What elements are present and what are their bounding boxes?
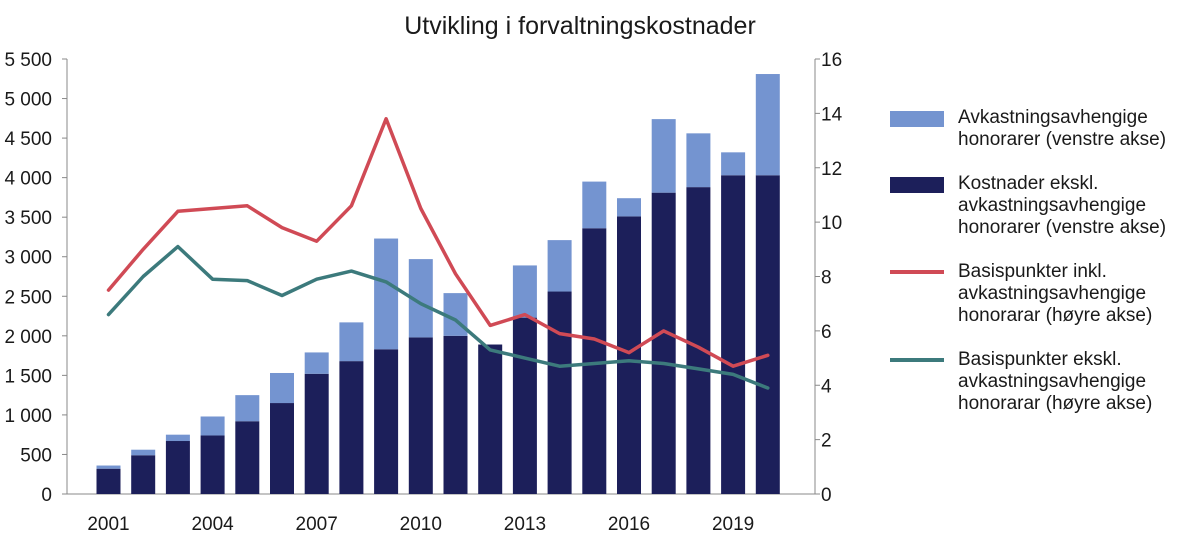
bar-perf-fees (582, 181, 607, 229)
bar-costs-excl (374, 349, 399, 494)
legend-swatch-perf-fees (890, 111, 944, 127)
left-tick-label: 5 500 (4, 50, 52, 71)
bar-perf-fees (617, 198, 641, 217)
bar-costs-excl (686, 187, 711, 495)
legend-label-costs-excl: Kostnader ekskl. avkastningsavhengige ho… (958, 173, 1167, 238)
chart-title: Utvikling i forvaltningskostnader (404, 12, 756, 40)
bar-perf-fees (547, 240, 572, 292)
x-tick-label: 2013 (504, 514, 546, 535)
left-tick-label: 0 (41, 485, 52, 506)
legend-item-perf-fees: Avkastningsavhengige honorarer (venstre … (890, 107, 1200, 151)
bar-perf-fees (270, 372, 294, 404)
left-tick-label: 2 500 (4, 287, 52, 308)
bar-perf-fees (512, 265, 537, 318)
bar-costs-excl (235, 421, 260, 494)
right-tick-label: 0 (821, 485, 832, 506)
bar-costs-excl (270, 403, 294, 494)
right-tick-label: 2 (821, 431, 832, 452)
bar-perf-fees (721, 152, 746, 176)
legend-label-bp-excl: Basispunkter ekskl. avkastningsavhengige… (958, 349, 1153, 414)
bar-perf-fees (374, 238, 399, 350)
bar-perf-fees (200, 416, 225, 436)
bar-costs-excl (651, 192, 676, 494)
bar-costs-excl (304, 373, 329, 494)
left-tick-label: 5 000 (4, 90, 52, 111)
left-tick-label: 4 500 (4, 129, 52, 150)
x-tick-label: 2010 (400, 514, 442, 535)
left-tick-label: 1 000 (4, 406, 52, 427)
bar-costs-excl (617, 216, 641, 494)
x-tick-label: 2007 (296, 514, 338, 535)
right-tick-label: 10 (821, 213, 842, 234)
bar-perf-fees (165, 434, 190, 442)
bar-perf-fees (235, 395, 260, 422)
legend-label-perf-fees: Avkastningsavhengige honorarer (venstre … (958, 107, 1167, 150)
bar-perf-fees (651, 119, 676, 193)
right-tick-label: 12 (821, 159, 842, 180)
legend-swatch-costs-excl (890, 177, 944, 193)
legend-label-bp-incl: Basispunkter inkl. avkastningsavhengige … (958, 261, 1153, 326)
left-tick-label: 1 500 (4, 366, 52, 387)
bar-costs-excl (512, 317, 537, 494)
bar-costs-excl (131, 455, 156, 494)
left-tick-label: 2 000 (4, 327, 52, 348)
bar-costs-excl (339, 361, 364, 494)
right-tick-label: 16 (821, 50, 842, 71)
bar-perf-fees (304, 352, 329, 374)
legend-item-bp-incl: Basispunkter inkl. avkastningsavhengige … (890, 261, 1200, 327)
bar-costs-excl (443, 335, 468, 494)
legend-swatch-bp-excl (890, 358, 944, 362)
right-tick-label: 6 (821, 322, 832, 343)
bar-costs-excl (408, 337, 433, 494)
left-tick-label: 4 000 (4, 169, 52, 190)
x-tick-label: 2004 (191, 514, 234, 535)
bar-costs-excl (755, 175, 780, 494)
line-bp-incl (106, 117, 770, 368)
legend-item-bp-excl: Basispunkter ekskl. avkastningsavhengige… (890, 349, 1200, 415)
left-tick-label: 500 (20, 445, 52, 466)
x-tick-label: 2001 (87, 514, 129, 535)
right-tick-label: 8 (821, 268, 832, 289)
right-tick-label: 14 (821, 104, 843, 125)
legend-swatch-bp-incl (890, 270, 944, 274)
bar-perf-fees (686, 133, 711, 188)
bar-costs-excl (165, 441, 190, 494)
legend: Avkastningsavhengige honorarer (venstre … (890, 107, 1200, 437)
chart-plot: 0 500 1 000 1 500 2 000 2 500 3 000 3 500 4 000 4… (4, 50, 843, 535)
bar-costs-excl (721, 175, 746, 494)
legend-item-costs-excl: Kostnader ekskl. avkastningsavhengige ho… (890, 173, 1200, 239)
x-tick-label: 2016 (608, 514, 650, 535)
x-tick-label: 2019 (712, 514, 754, 535)
left-tick-label: 3 500 (4, 208, 52, 229)
bar-perf-fees (131, 449, 156, 456)
bar-perf-fees (755, 74, 780, 176)
left-tick-label: 3 000 (4, 248, 52, 269)
bar-costs-excl (96, 468, 121, 494)
bar-costs-excl (547, 291, 572, 494)
bar-costs-excl (478, 344, 503, 494)
line-bp-excl (106, 244, 770, 390)
bar-perf-fees (339, 322, 364, 362)
bar-costs-excl (200, 435, 225, 494)
right-tick-label: 4 (821, 376, 832, 397)
bar-perf-fees (96, 465, 121, 469)
